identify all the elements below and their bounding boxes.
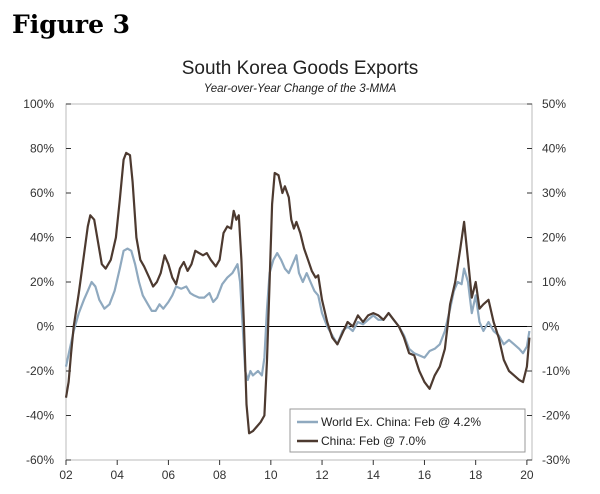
left-tick-label: -60% — [26, 453, 54, 467]
right-axis: -30% -20% -10% 0% 10% 20% 30% 40% 50% — [527, 97, 570, 467]
left-tick-label: 20% — [30, 275, 54, 289]
right-tick-label: 20% — [542, 231, 566, 245]
x-axis: 02 04 06 08 10 12 14 16 18 20 — [59, 460, 534, 482]
right-tick-label: 10% — [542, 275, 566, 289]
chart-title: South Korea Goods Exports — [181, 58, 419, 79]
legend-label-world: World Ex. China: Feb @ 4.2% — [321, 415, 481, 429]
left-tick-label: 100% — [23, 97, 54, 111]
right-tick-label: 50% — [542, 97, 566, 111]
left-tick-label: 40% — [30, 231, 54, 245]
x-tick-label: 06 — [162, 468, 176, 482]
right-tick-label: -20% — [542, 409, 570, 423]
figure-label: Figure 3 — [12, 10, 131, 39]
x-tick-label: 08 — [213, 468, 227, 482]
x-tick-label: 12 — [315, 468, 329, 482]
left-tick-label: 80% — [30, 142, 54, 156]
legend-box — [289, 408, 526, 453]
left-tick-label: -40% — [26, 409, 54, 423]
x-tick-label: 16 — [418, 468, 432, 482]
right-tick-label: -30% — [542, 453, 570, 467]
right-tick-label: 30% — [542, 186, 566, 200]
series-layer — [64, 151, 531, 435]
x-tick-label: 02 — [59, 468, 73, 482]
x-tick-label: 20 — [520, 468, 534, 482]
left-tick-label: -20% — [26, 364, 54, 378]
x-tick-label: 04 — [111, 468, 125, 482]
x-tick-label: 18 — [469, 468, 483, 482]
right-tick-label: -10% — [542, 364, 570, 378]
legend-label-china: China: Feb @ 7.0% — [321, 434, 426, 448]
left-tick-label: 60% — [30, 186, 54, 200]
series-line-china — [64, 151, 531, 435]
legend: World Ex. China: Feb @ 4.2% China: Feb @… — [289, 408, 526, 453]
right-tick-label: 0% — [542, 320, 560, 334]
left-tick-label: 0% — [37, 320, 55, 334]
series-line-world-ex-china — [64, 247, 531, 381]
right-tick-label: 40% — [542, 142, 566, 156]
chart-subtitle: Year-over-Year Change of the 3-MMA — [203, 83, 397, 95]
x-tick-label: 14 — [367, 468, 381, 482]
x-tick-label: 10 — [264, 468, 278, 482]
left-axis: -60% -40% -20% 0% 20% 40% 60% 80% 100% — [23, 97, 71, 467]
